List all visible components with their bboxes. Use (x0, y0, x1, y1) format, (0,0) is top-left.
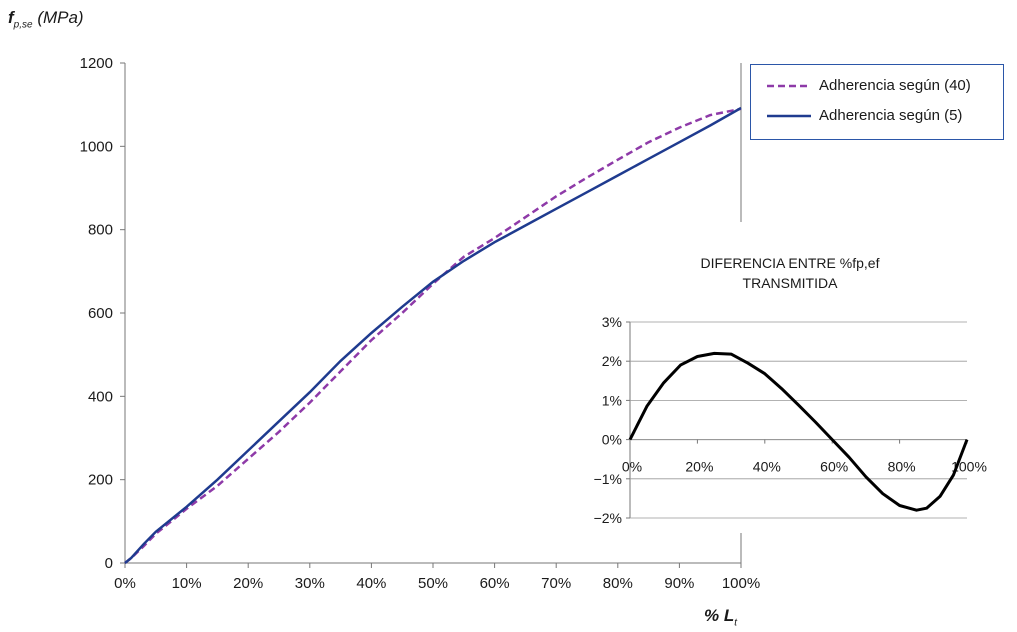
inset-y-tick-label: 1% (602, 392, 622, 408)
main-y-tick-label: 600 (88, 305, 113, 322)
legend-swatch-solid (767, 114, 811, 117)
series-line-adherencia-5 (124, 106, 742, 564)
legend-label-40: Adherencia según (40) (819, 77, 971, 94)
series-line-adherencia-40 (124, 107, 742, 564)
inset-axes: −2%−1%0%1%2%3%0% 20% 40% 60% 80% 100% (594, 314, 987, 526)
inset-y-tick-label: −2% (594, 510, 622, 526)
inset-y-tick-label: −1% (594, 471, 622, 487)
legend-item-5: Adherencia según (5) (767, 107, 962, 124)
main-y-tick-label: 800 (88, 222, 113, 239)
legend-item-40: Adherencia según (40) (767, 77, 971, 94)
main-x-tick-label: 10% (172, 575, 202, 592)
main-x-tick-label: 80% (603, 575, 633, 592)
main-x-tick-label: 0% (114, 575, 136, 592)
main-x-tick-label: 70% (541, 575, 571, 592)
main-y-tick-label: 0 (105, 555, 113, 572)
main-series-lines (124, 106, 742, 564)
inset-x-tick-label: 0% (622, 459, 642, 475)
inset-y-tick-label: 2% (602, 353, 622, 369)
inset-x-tick-label: 80% (888, 459, 916, 475)
main-x-tick-label: 100% (722, 575, 760, 592)
y-axis-label-sub: p,se (13, 19, 33, 31)
inset-series-lines (628, 351, 969, 512)
main-x-tick-label: 30% (295, 575, 325, 592)
main-y-tick-label: 400 (88, 388, 113, 405)
inset-y-tick-label: 3% (602, 314, 622, 330)
main-x-tick-label: 50% (418, 575, 448, 592)
main-x-tick-label: 60% (480, 575, 510, 592)
inset-x-tick-label: 60% (820, 459, 848, 475)
main-y-tick-label: 1200 (80, 55, 113, 72)
legend-label-5: Adherencia según (5) (819, 107, 963, 124)
x-axis-label-main: % L (704, 606, 735, 625)
inset-title-line1: DIFERENCIA ENTRE %fp,ef (700, 255, 880, 271)
legend-swatch-dashed (767, 84, 811, 87)
main-x-tick-label: 20% (233, 575, 263, 592)
main-y-tick-label: 200 (88, 472, 113, 489)
main-y-tick-label: 1000 (80, 138, 113, 155)
inset-difference-line (628, 351, 969, 512)
inset-title-line2: TRANSMITIDA (742, 275, 838, 291)
inset-x-tick-label: 100% (951, 459, 987, 475)
x-axis-label-sub: t (734, 617, 738, 629)
inset-plot-background (630, 322, 967, 518)
x-axis-label: % Lt (704, 606, 737, 628)
inset-y-tick-label: 0% (602, 432, 622, 448)
y-axis-label-unit: (MPa) (37, 8, 84, 27)
main-axes: 0 200 400 600 800 1000 1200 0% 10% 20% 30% 40% 50% 60… (80, 55, 761, 592)
y-axis-label-main: f (8, 8, 14, 27)
y-axis-label: fp,se (MPa) (8, 8, 84, 30)
legend: Adherencia según (40) Adherencia según (… (750, 64, 1004, 140)
inset-title: DIFERENCIA ENTRE %fp,ef TRANSMITIDA (640, 253, 940, 293)
main-x-tick-label: 90% (664, 575, 694, 592)
inset-x-tick-label: 40% (753, 459, 781, 475)
main-x-tick-label: 40% (356, 575, 386, 592)
inset-x-tick-label: 20% (685, 459, 713, 475)
